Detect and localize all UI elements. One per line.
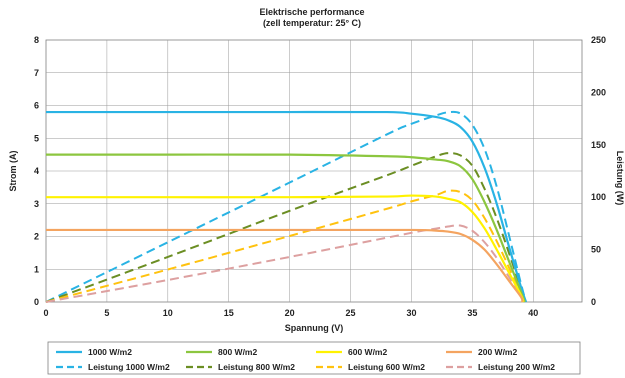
series-line-5 (45, 152, 526, 303)
series-line-2 (46, 194, 525, 303)
y-tick-label: 0 (34, 297, 39, 307)
y-tick-label: 7 (34, 68, 39, 78)
series-line-1 (46, 153, 526, 303)
legend-label: 200 W/m2 (478, 347, 517, 357)
legend-label: Leistung 800 W/m2 (218, 362, 295, 372)
legend-label: 800 W/m2 (218, 347, 257, 357)
legend-label: 600 W/m2 (348, 347, 387, 357)
y2-tick-label: 200 (591, 87, 606, 97)
y2-tick-label: 150 (591, 140, 606, 150)
y2-tick-label: 0 (591, 297, 596, 307)
y-tick-labels: 0 1 2 3 4 5 6 7 8 (34, 35, 39, 307)
series-line-7 (45, 224, 524, 303)
y2-tick-label: 50 (591, 245, 601, 255)
series-line-4 (45, 110, 527, 303)
y-tick-label: 2 (34, 232, 39, 242)
y-tick-label: 1 (34, 264, 39, 274)
series-line-6 (45, 189, 525, 303)
y2-tick-labels: 0 50 100 150 200 250 (591, 35, 606, 307)
x-tick-label: 5 (104, 308, 109, 318)
legend (47, 341, 581, 375)
y2-tick-label: 100 (591, 192, 606, 202)
chart-title: Elektrische performance (259, 7, 364, 17)
x-tick-label: 0 (43, 308, 48, 318)
y-tick-label: 8 (34, 35, 39, 45)
y-tick-label: 3 (34, 199, 39, 209)
y-tick-label: 5 (34, 133, 39, 143)
x-tick-label: 10 (163, 308, 173, 318)
y2-axis-label: Leistung (W) (615, 151, 625, 206)
y-axis-label: Strom (A) (8, 151, 18, 192)
x-tick-labels: 0 5 10 15 20 25 30 35 40 (43, 308, 538, 318)
chart-subtitle: (zell temperatur: 25° C) (263, 18, 361, 28)
grid (46, 40, 582, 302)
x-tick-label: 20 (285, 308, 295, 318)
legend-label: 1000 W/m2 (88, 347, 132, 357)
x-tick-label: 30 (406, 308, 416, 318)
legend-label: Leistung 1000 W/m2 (88, 362, 170, 372)
series-line-0 (46, 110, 528, 303)
y-tick-label: 4 (34, 166, 39, 176)
x-tick-label: 35 (467, 308, 477, 318)
legend-label: Leistung 200 W/m2 (478, 362, 555, 372)
series-line-3 (45, 228, 524, 303)
x-tick-label: 25 (346, 308, 356, 318)
series-layer (45, 110, 528, 303)
legend-label: Leistung 600 W/m2 (348, 362, 425, 372)
x-tick-label: 40 (528, 308, 538, 318)
y-tick-label: 6 (34, 101, 39, 111)
x-axis-label: Spannung (V) (285, 323, 344, 333)
y2-tick-label: 250 (591, 35, 606, 45)
x-tick-label: 15 (224, 308, 234, 318)
legend-items: 1000 W/m2 800 W/m2 600 W/m2 200 W/m2 Leistun… (56, 347, 555, 372)
